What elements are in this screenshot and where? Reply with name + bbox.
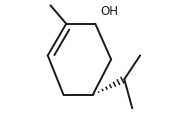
Text: OH: OH — [101, 6, 119, 18]
